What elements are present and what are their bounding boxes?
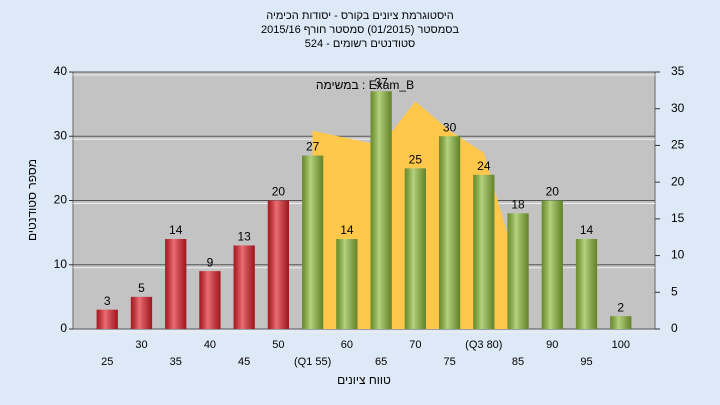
data-label: 25 bbox=[409, 153, 423, 167]
y2-tick-label: 15 bbox=[671, 211, 685, 225]
data-label: 14 bbox=[340, 223, 354, 237]
x-tick-label: 65 bbox=[375, 356, 387, 368]
data-label: 2 bbox=[617, 300, 624, 314]
x-tick-label: 40 bbox=[204, 339, 216, 351]
x-tick-label: 90 bbox=[546, 339, 558, 351]
x-tick-label: 45 bbox=[238, 356, 250, 368]
x-axis-label: טווח ציונים bbox=[337, 373, 391, 387]
x-tick-label: 50 bbox=[272, 339, 284, 351]
data-label: 20 bbox=[546, 185, 560, 199]
x-tick-label: 70 bbox=[409, 339, 421, 351]
data-label: 20 bbox=[272, 185, 286, 199]
x-tick-label: (Q3 80) bbox=[465, 339, 502, 351]
bar-shine bbox=[267, 200, 290, 329]
chart-subtitle: סטודנטים רשומים - 524 bbox=[305, 38, 416, 50]
bar-shine bbox=[165, 239, 187, 329]
data-label: 30 bbox=[443, 120, 457, 134]
annotation: במשימה : Exam_B bbox=[316, 78, 414, 92]
data-label: 3 bbox=[104, 294, 111, 308]
bar-shine bbox=[96, 309, 118, 329]
data-label: 9 bbox=[207, 255, 214, 269]
chart-title: היסטוגרמת ציונים בקורס - יסודות הכימיה bbox=[266, 10, 454, 22]
chart-subtitle: בסמסטר (01/2015) סמסטר חורף 2015/16 bbox=[261, 24, 459, 36]
data-label: 5 bbox=[138, 281, 145, 295]
bar-shine bbox=[130, 296, 153, 329]
y-tick-label: 0 bbox=[60, 321, 67, 335]
x-tick-label: 35 bbox=[170, 356, 182, 368]
bar-shine bbox=[199, 271, 221, 329]
x-tick-label: 25 bbox=[101, 356, 113, 368]
x-tick-label: 60 bbox=[341, 339, 353, 351]
y2-tick-label: 25 bbox=[671, 138, 685, 152]
bar-shine bbox=[610, 316, 632, 329]
bar-shine bbox=[473, 174, 495, 329]
x-tick-label: 95 bbox=[580, 356, 592, 368]
y-tick-label: 20 bbox=[54, 193, 68, 207]
bar-shine bbox=[575, 239, 598, 329]
data-label: 14 bbox=[580, 223, 594, 237]
bar-shine bbox=[541, 200, 563, 329]
y2-tick-label: 30 bbox=[671, 101, 685, 115]
x-tick-label: 100 bbox=[612, 339, 630, 351]
data-label: 24 bbox=[477, 159, 491, 173]
y2-tick-label: 0 bbox=[671, 321, 678, 335]
data-label: 37 bbox=[374, 75, 388, 89]
x-tick-label: (Q1 55) bbox=[294, 356, 331, 368]
bar-shine bbox=[370, 91, 392, 330]
y-tick-label: 30 bbox=[54, 128, 68, 142]
data-label: 13 bbox=[237, 230, 251, 244]
x-tick-label: 30 bbox=[135, 339, 147, 351]
y2-tick-label: 10 bbox=[671, 248, 685, 262]
data-label: 18 bbox=[511, 198, 525, 212]
bar-shine bbox=[404, 168, 426, 329]
x-tick-label: 75 bbox=[443, 356, 455, 368]
bar-shine bbox=[438, 136, 461, 329]
bar-shine bbox=[336, 239, 358, 329]
bar-shine bbox=[302, 155, 324, 329]
y2-tick-label: 20 bbox=[671, 174, 685, 188]
bar-shine bbox=[507, 213, 529, 329]
y2-tick-label: 35 bbox=[671, 64, 685, 78]
y-axis-label: מספר סטודנטים bbox=[25, 159, 39, 241]
bar-shine bbox=[233, 245, 255, 329]
data-label: 14 bbox=[169, 223, 183, 237]
x-tick-label: 85 bbox=[512, 356, 524, 368]
y2-tick-label: 5 bbox=[671, 284, 678, 298]
y-tick-label: 40 bbox=[54, 64, 68, 78]
y-tick-label: 10 bbox=[54, 257, 68, 271]
data-label: 27 bbox=[306, 140, 320, 154]
